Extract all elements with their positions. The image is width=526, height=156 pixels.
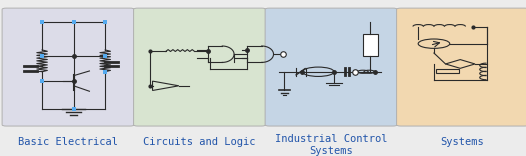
Text: Industrial Control
Systems: Industrial Control Systems (275, 134, 387, 156)
Bar (363, 34, 378, 56)
FancyBboxPatch shape (2, 8, 134, 126)
Text: Systems: Systems (440, 137, 484, 147)
FancyBboxPatch shape (134, 8, 266, 126)
Text: Basic Electrical: Basic Electrical (18, 137, 118, 147)
FancyBboxPatch shape (397, 8, 526, 126)
Text: Circuits and Logic: Circuits and Logic (143, 137, 256, 147)
FancyBboxPatch shape (265, 8, 397, 126)
Bar (436, 69, 459, 73)
